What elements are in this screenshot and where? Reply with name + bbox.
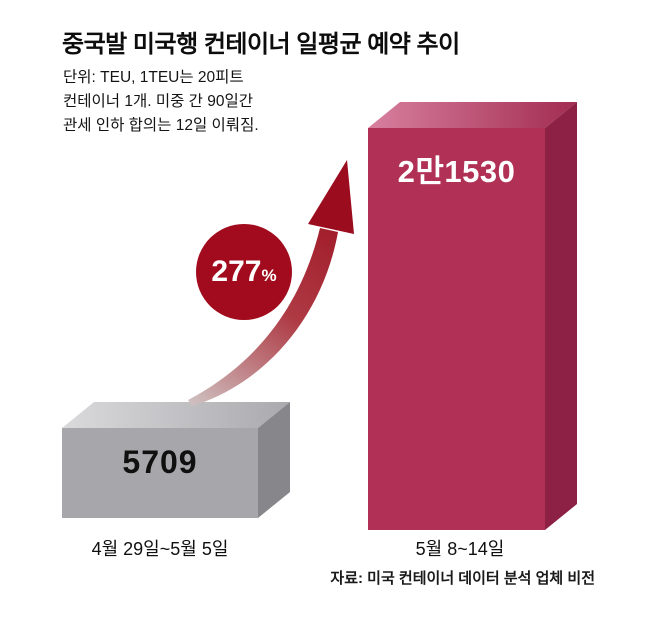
bar-label-previous: 4월 29일~5월 5일	[91, 539, 229, 559]
source-credit: 자료: 미국 컨테이너 데이터 분석 업체 비전	[330, 570, 595, 587]
chart-notes: 단위: TEU, 1TEU는 20피트 컨테이너 1개. 미중 간 90일간 관…	[63, 66, 259, 138]
bar-label-current: 5월 8~14일	[415, 539, 505, 559]
bar-value-current: 2만1530	[397, 154, 516, 189]
bar-current-front-face	[368, 128, 545, 530]
note-line-3: 관세 인하 합의는 12일 이뤄짐.	[63, 117, 259, 134]
percent-sign: %	[261, 266, 277, 285]
growth-arrow	[188, 160, 354, 406]
bar-current-side-face	[545, 102, 577, 530]
bar-3d-current	[368, 102, 577, 530]
growth-badge-circle	[196, 224, 292, 320]
bar-previous-front-face	[62, 428, 258, 518]
growth-arrow-shaft	[188, 228, 338, 406]
growth-arrow-head	[308, 160, 354, 234]
bar-3d-previous	[62, 402, 290, 518]
bar-current-top-face	[368, 102, 577, 128]
note-line-2: 컨테이너 1개. 미중 간 90일간	[63, 93, 253, 110]
note-line-1: 단위: TEU, 1TEU는 20피트	[63, 69, 244, 86]
growth-percent-value: 277	[211, 255, 262, 288]
bar-previous-top-face	[62, 402, 290, 428]
chart-title: 중국발 미국행 컨테이너 일평균 예약 추이	[62, 31, 460, 58]
growth-badge-text: 277%	[196, 253, 292, 296]
bar-previous-side-face	[258, 402, 290, 518]
bar-value-previous: 5709	[122, 444, 198, 480]
